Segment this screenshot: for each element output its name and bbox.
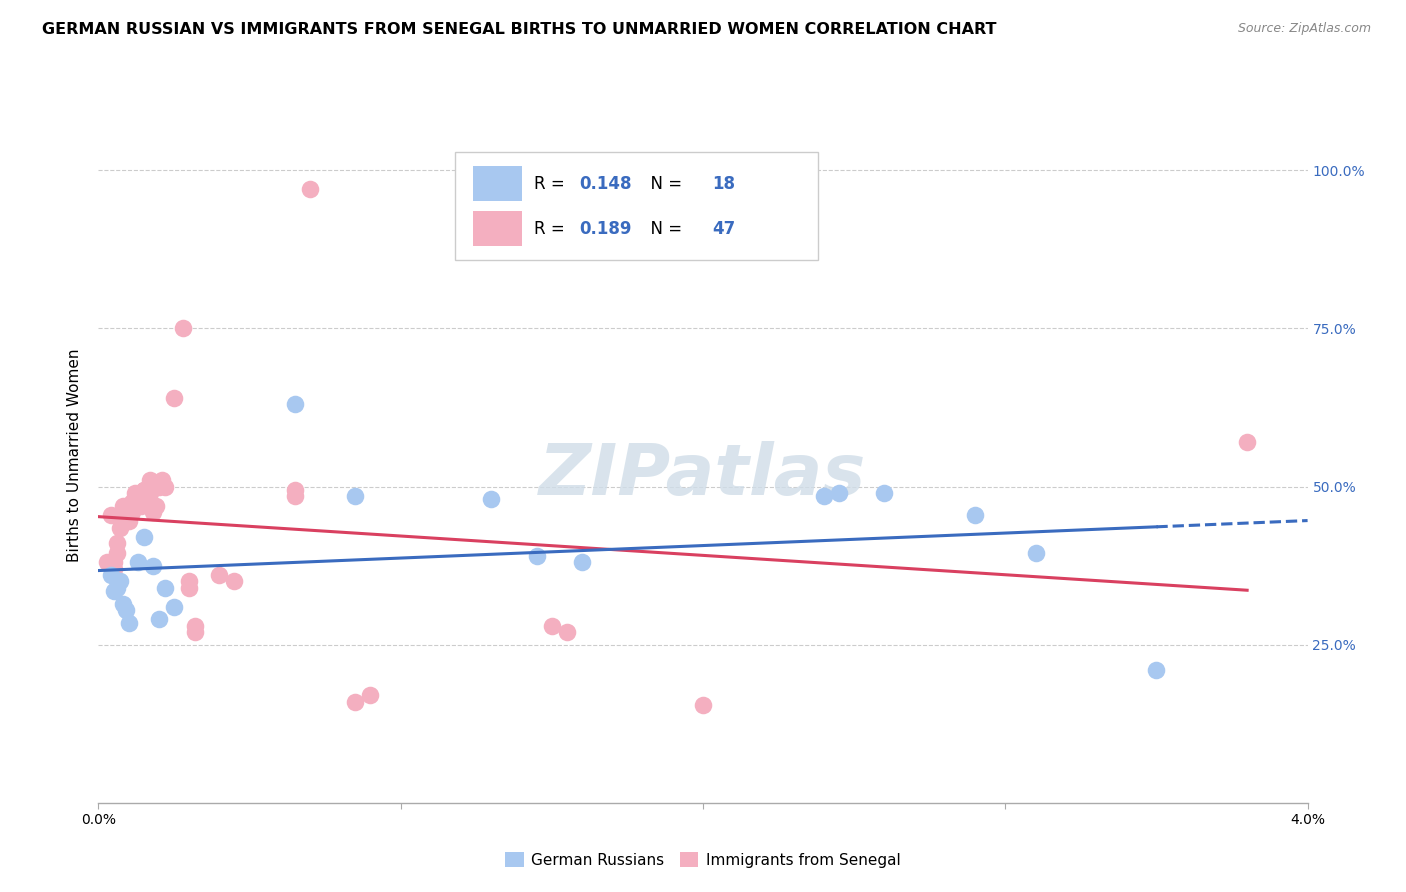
Point xyxy=(555,625,578,640)
Point xyxy=(172,321,194,335)
Point xyxy=(299,182,322,196)
Point xyxy=(118,514,141,528)
Point xyxy=(344,695,367,709)
Point xyxy=(1025,546,1047,560)
Text: 0.148: 0.148 xyxy=(579,175,633,193)
Point xyxy=(541,618,564,632)
Point xyxy=(108,511,131,525)
FancyBboxPatch shape xyxy=(474,166,522,201)
Text: R =: R = xyxy=(534,175,569,193)
Point xyxy=(148,479,170,493)
Point xyxy=(108,574,131,589)
Point xyxy=(121,505,143,519)
Point xyxy=(526,549,548,563)
Point xyxy=(142,505,165,519)
Point xyxy=(965,508,987,522)
Point xyxy=(179,581,201,595)
Point xyxy=(150,473,173,487)
Point xyxy=(96,556,118,570)
Point xyxy=(114,505,136,519)
Point xyxy=(1236,435,1258,450)
Text: Source: ZipAtlas.com: Source: ZipAtlas.com xyxy=(1237,22,1371,36)
Point xyxy=(360,688,382,702)
Point xyxy=(103,556,125,570)
Point xyxy=(145,499,167,513)
Point xyxy=(111,508,134,522)
Point xyxy=(103,562,125,576)
Point xyxy=(111,597,134,611)
Point xyxy=(163,599,186,614)
FancyBboxPatch shape xyxy=(456,153,818,260)
Point xyxy=(127,489,149,503)
Point xyxy=(571,556,593,570)
FancyBboxPatch shape xyxy=(474,211,522,246)
Point xyxy=(111,499,134,513)
Point xyxy=(481,492,503,507)
Point xyxy=(108,521,131,535)
Point xyxy=(124,486,146,500)
Point xyxy=(100,508,122,522)
Point xyxy=(153,479,176,493)
Point xyxy=(100,568,122,582)
Point xyxy=(284,489,307,503)
Point xyxy=(135,486,157,500)
Text: 0.189: 0.189 xyxy=(579,220,633,238)
Text: N =: N = xyxy=(640,175,688,193)
Point xyxy=(127,556,149,570)
Point xyxy=(828,486,851,500)
Point xyxy=(132,483,155,497)
Point xyxy=(132,530,155,544)
Point xyxy=(208,568,231,582)
Point xyxy=(284,397,307,411)
Point xyxy=(1146,663,1168,677)
Point xyxy=(692,698,714,712)
Point xyxy=(129,499,152,513)
Text: 18: 18 xyxy=(713,175,735,193)
Text: N =: N = xyxy=(640,220,688,238)
Point xyxy=(105,546,128,560)
Point xyxy=(813,489,835,503)
Point xyxy=(873,486,896,500)
Point xyxy=(103,583,125,598)
Point xyxy=(114,514,136,528)
Point xyxy=(284,483,307,497)
Point xyxy=(184,618,207,632)
Point xyxy=(132,483,155,497)
Text: ZIPatlas: ZIPatlas xyxy=(540,442,866,510)
Legend: German Russians, Immigrants from Senegal: German Russians, Immigrants from Senegal xyxy=(498,844,908,875)
Text: 47: 47 xyxy=(713,220,735,238)
Point xyxy=(142,558,165,573)
Point xyxy=(105,536,128,550)
Point xyxy=(148,612,170,626)
Point xyxy=(124,492,146,507)
Text: R =: R = xyxy=(534,220,569,238)
Point xyxy=(118,501,141,516)
Point xyxy=(114,603,136,617)
Point xyxy=(224,574,246,589)
Point xyxy=(139,486,162,500)
Text: GERMAN RUSSIAN VS IMMIGRANTS FROM SENEGAL BIRTHS TO UNMARRIED WOMEN CORRELATION : GERMAN RUSSIAN VS IMMIGRANTS FROM SENEGA… xyxy=(42,22,997,37)
Point xyxy=(344,489,367,503)
Point xyxy=(163,391,186,405)
Y-axis label: Births to Unmarried Women: Births to Unmarried Women xyxy=(67,348,83,562)
Point xyxy=(118,615,141,630)
Point xyxy=(179,574,201,589)
Point xyxy=(121,495,143,509)
Point xyxy=(153,581,176,595)
Point xyxy=(139,473,162,487)
Point xyxy=(105,581,128,595)
Point xyxy=(184,625,207,640)
